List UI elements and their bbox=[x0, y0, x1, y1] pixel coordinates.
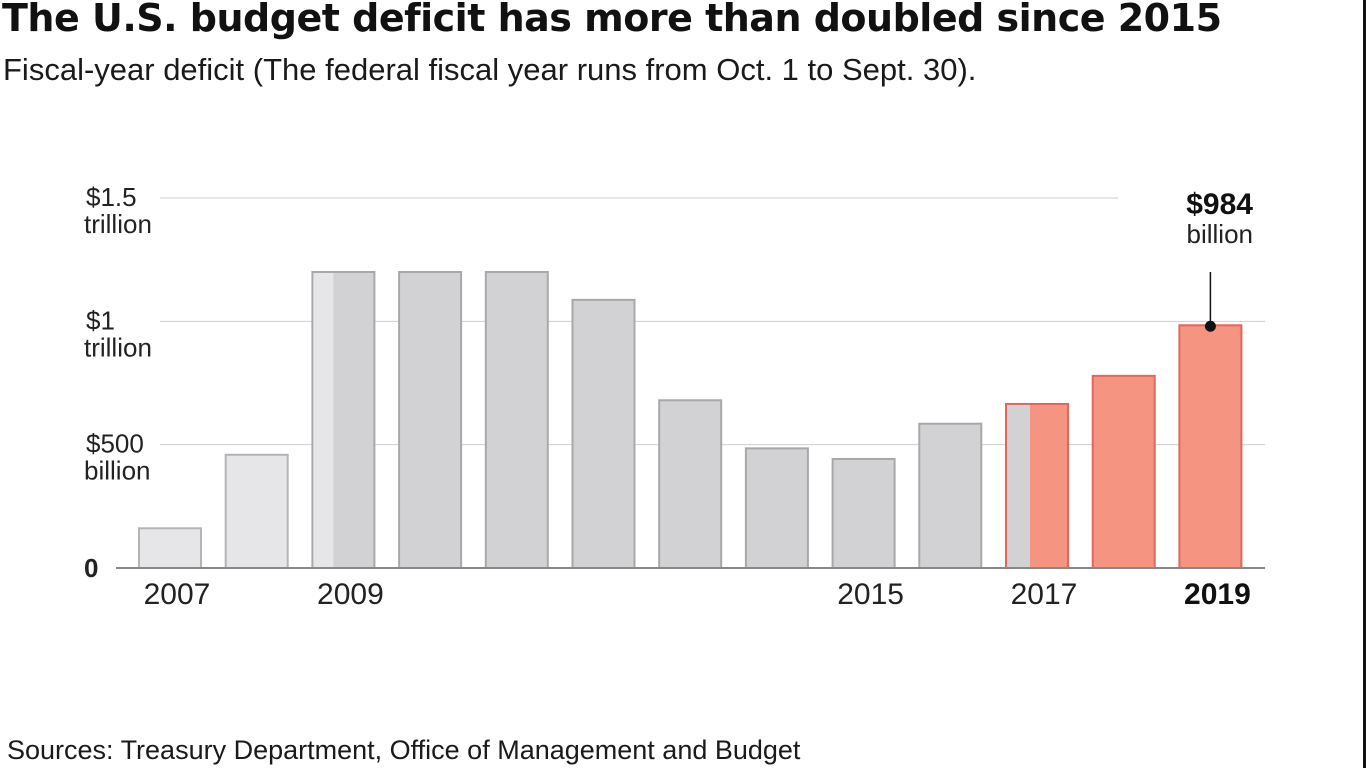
x-tick-label-2009: 2009 bbox=[317, 578, 384, 611]
bar-2012 bbox=[571, 298, 636, 569]
window-edge bbox=[1363, 0, 1366, 768]
y-tick-label-zero: 0 bbox=[84, 553, 98, 583]
bar-2008 bbox=[224, 453, 289, 569]
annotation-unit: billion bbox=[1187, 219, 1254, 249]
y-tick-label-1: $1 bbox=[86, 305, 115, 335]
y-tick-unit-1: trillion bbox=[84, 332, 152, 362]
bar-2019 bbox=[1178, 324, 1243, 569]
y-tick-unit-15: trillion bbox=[84, 209, 152, 239]
x-tick-label-2017: 2017 bbox=[1011, 578, 1078, 611]
y-tick-label-15: $1.5 bbox=[86, 182, 137, 212]
x-tick-label-2015: 2015 bbox=[837, 578, 904, 611]
bar-2009-overlap bbox=[313, 273, 334, 568]
y-tick-unit-500: billion bbox=[84, 456, 151, 486]
bar-2011 bbox=[484, 271, 549, 569]
chart-subtitle: Fiscal-year deficit (The federal fiscal … bbox=[3, 52, 977, 87]
annotation-value: $984 bbox=[1186, 188, 1253, 221]
chart-title: The U.S. budget deficit has more than do… bbox=[2, 0, 1222, 40]
bar-2014 bbox=[744, 447, 809, 569]
bar-2013 bbox=[658, 399, 723, 569]
x-tick-label-2019: 2019 bbox=[1184, 578, 1251, 611]
bar-2017-overlap bbox=[1007, 404, 1030, 568]
bar-2010 bbox=[398, 271, 463, 569]
x-tick-label-2007: 2007 bbox=[144, 578, 211, 611]
bar-2016 bbox=[918, 422, 983, 570]
bar-2007 bbox=[138, 527, 202, 570]
annotation-dot bbox=[1204, 320, 1216, 332]
y-tick-label-500: $500 bbox=[86, 429, 144, 459]
bar-2018 bbox=[1091, 374, 1156, 570]
chart-source: Sources: Treasury Department, Office of … bbox=[7, 735, 801, 765]
bar-2015 bbox=[831, 457, 896, 569]
